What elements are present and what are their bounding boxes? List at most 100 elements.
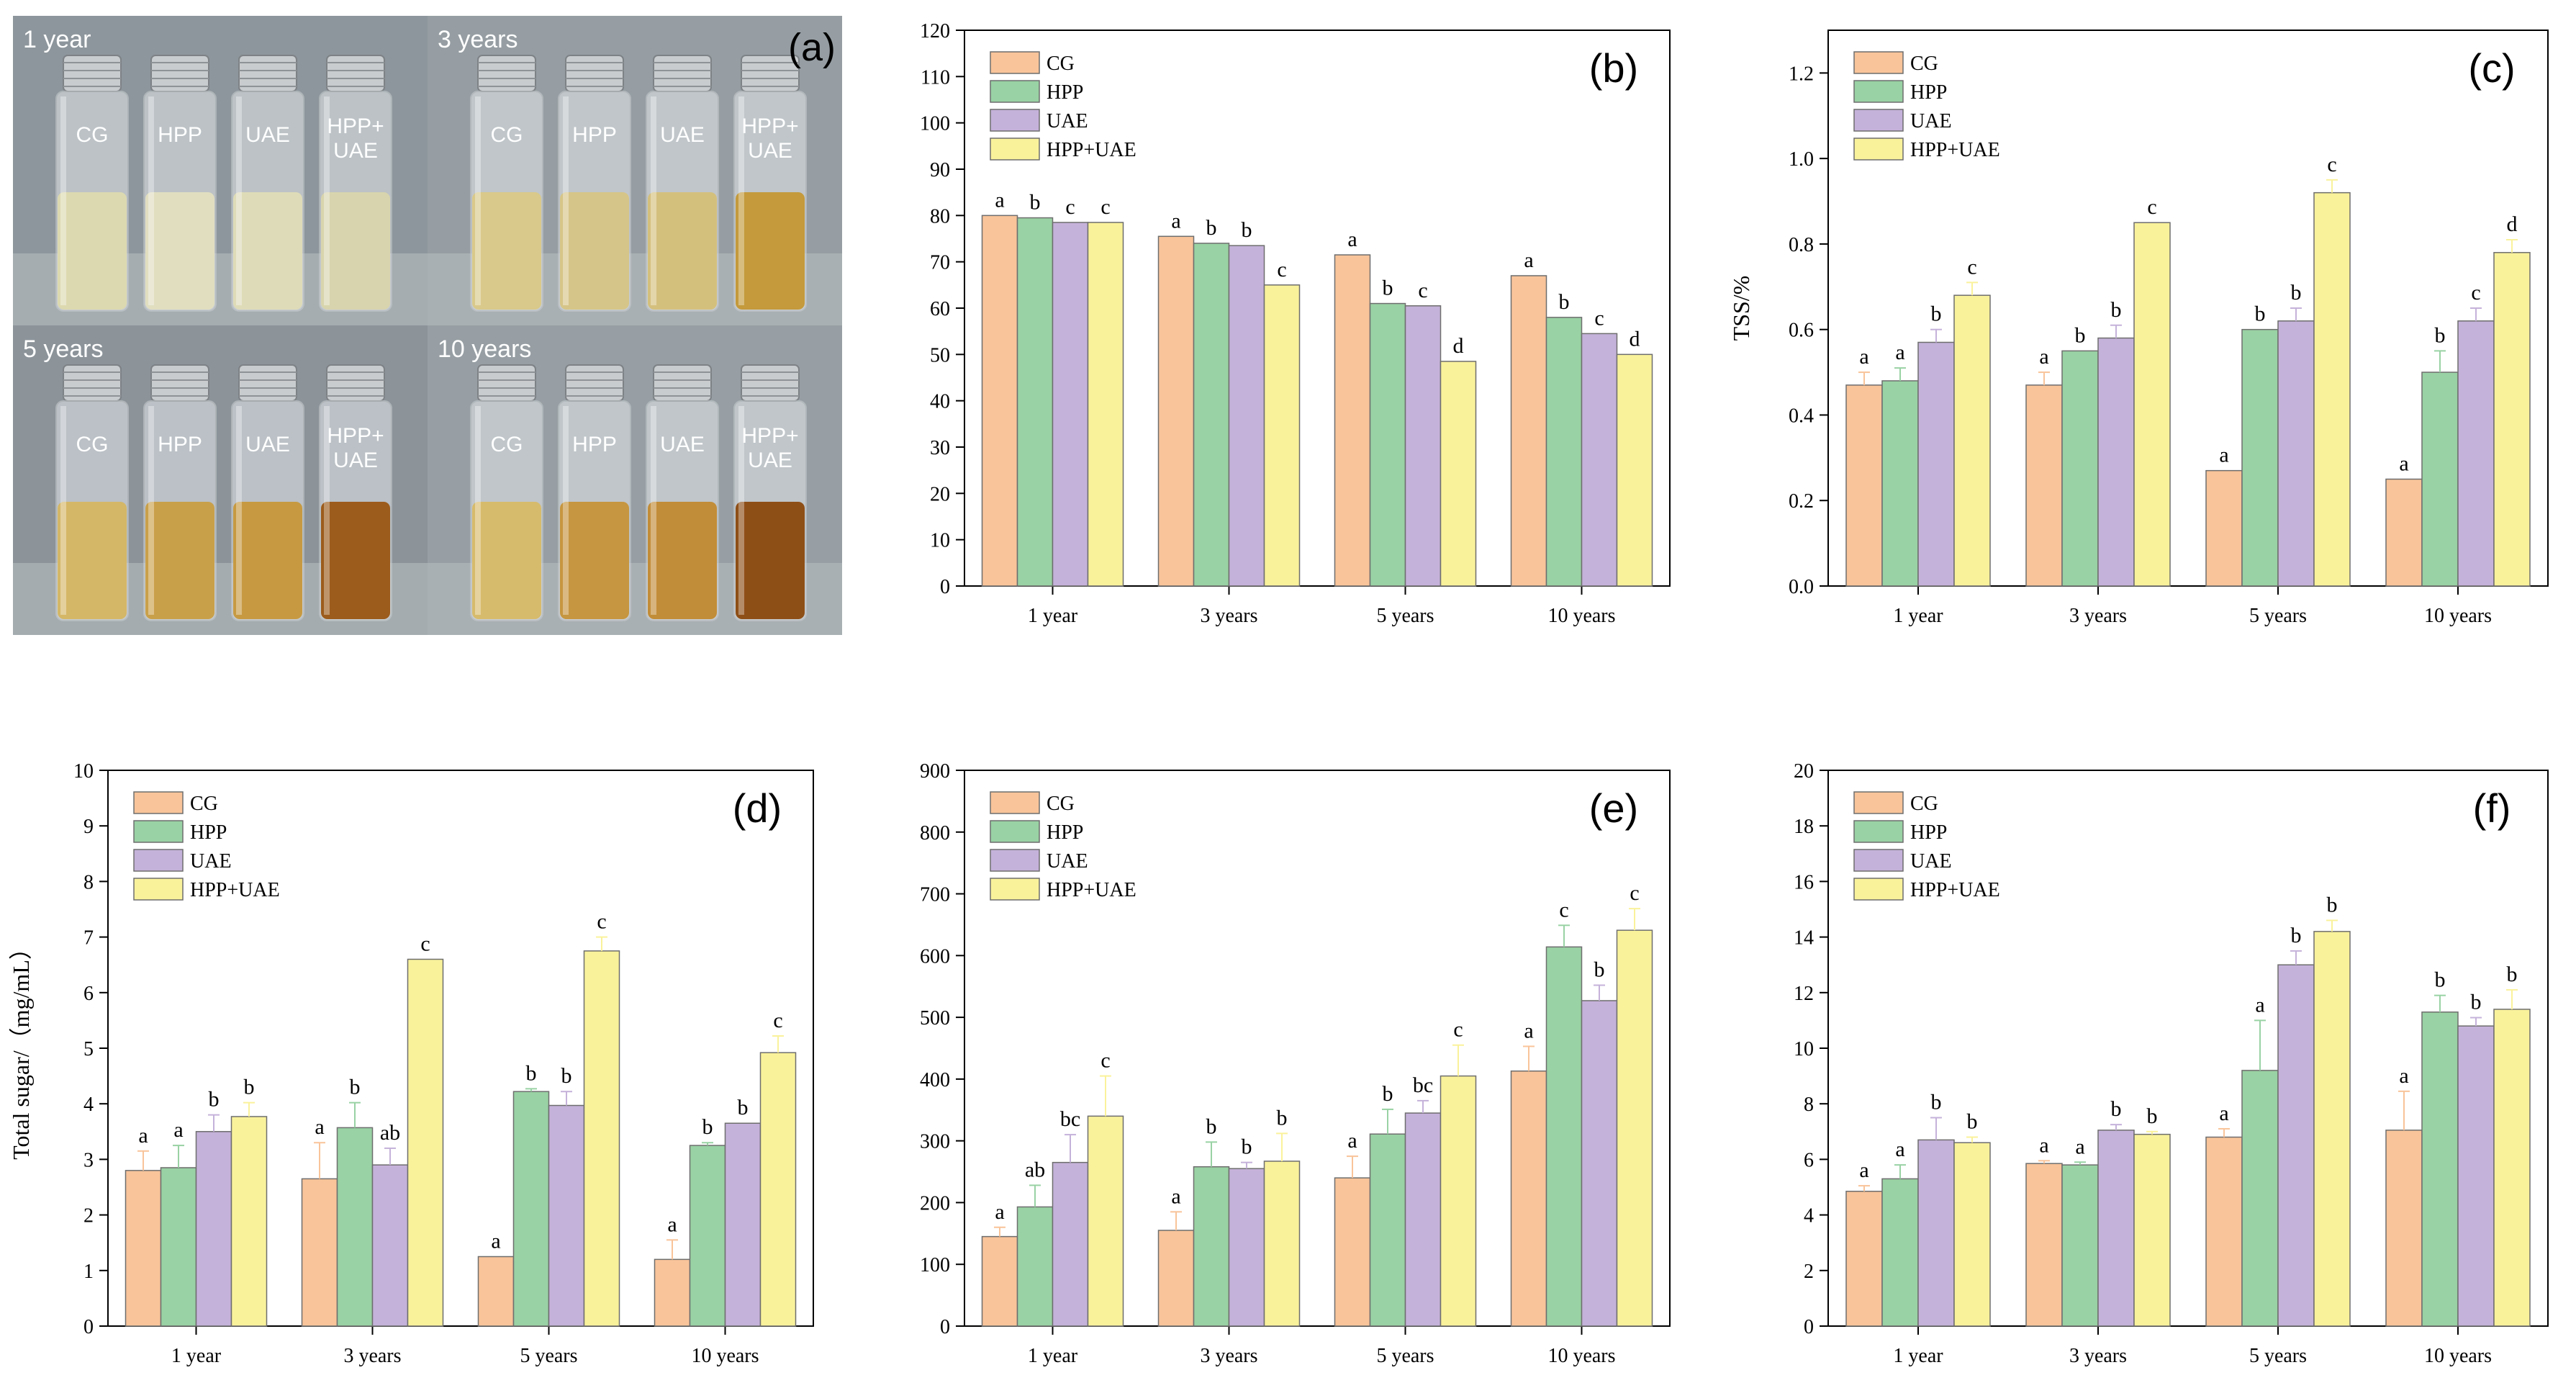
y-tick-label: 100 [920, 1254, 950, 1276]
y-tick-label: 3 [83, 1149, 94, 1171]
bar-hpp-uae [1087, 1115, 1124, 1327]
bar-cg [1334, 254, 1371, 587]
panel-letter-a: (a) [788, 26, 836, 69]
vial-liquid [472, 192, 541, 310]
significance-label: a [2039, 345, 2048, 369]
y-tick-label: 0.2 [1789, 490, 1814, 513]
legend-swatch [990, 109, 1040, 132]
significance-label: c [1453, 1018, 1463, 1042]
bar-uae [1917, 1139, 1955, 1327]
significance-label: a [2219, 443, 2228, 467]
plot-frame [1827, 30, 2549, 587]
y-tick-label: 30 [930, 437, 950, 459]
significance-label: b [209, 1088, 220, 1112]
bar-hpp-uae [1263, 1161, 1301, 1327]
significance-label: d [1453, 334, 1464, 358]
vial-label: UAE [245, 433, 290, 456]
bar-hpp [2421, 1011, 2459, 1327]
legend-label: HPP [1047, 821, 1083, 844]
y-tick-label: 18 [1794, 816, 1814, 838]
bar-cg [1510, 1070, 1547, 1327]
vial: HPP+UAE [733, 364, 807, 621]
significance-label: b [350, 1076, 361, 1099]
chart-f: 0 2 4 6 8 10 12 14 16 18 20 1 year a a b b 3 years a a b b 5 … [1794, 760, 2549, 1367]
significance-label: a [1895, 341, 1904, 364]
vial-liquid [560, 192, 629, 310]
significance-label: b [1383, 276, 1393, 300]
significance-label: c [1967, 255, 1976, 279]
bar-hpp [1193, 1166, 1230, 1327]
bar-hpp-uae [2133, 222, 2171, 587]
x-tick-label: 10 years [1547, 1345, 1615, 1367]
x-tick-label: 3 years [343, 1345, 401, 1367]
significance-label: b [1030, 191, 1041, 215]
bar-uae [1228, 245, 1265, 587]
vial-label: CG [76, 123, 109, 147]
significance-label: c [1277, 258, 1286, 281]
y-tick-label: 16 [1794, 871, 1814, 893]
legend-label: HPP+UAE [1910, 139, 2000, 161]
significance-label: a [1895, 1137, 1904, 1161]
legend-label: CG [1047, 53, 1075, 75]
photo-group-title: 10 years [438, 335, 531, 363]
y-tick-label: 20 [930, 483, 950, 505]
significance-label: b [1206, 1114, 1217, 1138]
significance-label: b [2471, 991, 2482, 1014]
bar-cg [2025, 384, 2063, 587]
y-tick-label: 110 [921, 66, 950, 89]
bar-cg [2025, 1163, 2063, 1327]
significance-label: b [2435, 968, 2446, 992]
x-tick-label: 1 year [171, 1345, 222, 1367]
bar-hpp [1016, 217, 1054, 587]
legend-swatch [1853, 138, 1904, 161]
legend-swatch [990, 80, 1040, 103]
significance-label: b [526, 1061, 537, 1085]
bar-cg [2205, 469, 2243, 587]
significance-label: b [2327, 893, 2338, 916]
panel-letter-e: (e) [1589, 785, 1638, 831]
significance-label: a [2399, 452, 2408, 476]
legend-swatch [133, 820, 184, 843]
photo-group-title: 1 year [23, 26, 91, 53]
y-tick-label: 80 [930, 205, 950, 227]
vial: HPP [558, 364, 631, 621]
vial-liquid [58, 502, 127, 619]
y-tick-label: 1.2 [1789, 63, 1814, 85]
legend-label: HPP+UAE [1047, 139, 1136, 161]
vial-highlight [475, 406, 481, 615]
vial: HPP+UAE [319, 55, 392, 312]
legend-swatch [1853, 849, 1904, 872]
vial-highlight [60, 96, 66, 305]
vial-liquid [58, 192, 127, 310]
vial-label: CG [491, 433, 523, 456]
significance-label: b [1206, 216, 1217, 240]
bar-hpp-uae [1440, 361, 1477, 587]
x-tick-label: 1 year [1893, 1345, 1943, 1367]
bar-cg [2385, 1130, 2423, 1327]
significance-label: b [702, 1115, 713, 1139]
vial-highlight [651, 406, 656, 615]
vial-highlight [475, 96, 481, 305]
bar-hpp-uae [407, 958, 444, 1327]
significance-label: b [2291, 281, 2302, 305]
legend-label: UAE [1910, 850, 1952, 873]
bar-cg [125, 1170, 162, 1327]
x-tick-label: 10 years [2424, 605, 2492, 627]
y-tick-label: 0 [83, 1316, 94, 1338]
significance-label: b [1559, 290, 1570, 314]
bar-uae [2277, 320, 2315, 587]
bar-cg [2205, 1136, 2243, 1327]
x-tick-label: 10 years [1547, 605, 1615, 627]
y-tick-label: 60 [930, 298, 950, 320]
vial: HPP [558, 55, 631, 312]
legend-label: UAE [1047, 850, 1088, 873]
bar-uae [1052, 222, 1089, 587]
y-tick-label: 200 [920, 1192, 950, 1214]
x-tick-label: 10 years [2424, 1345, 2492, 1367]
bar-uae [2277, 964, 2315, 1327]
bar-uae [1052, 1161, 1089, 1327]
y-tick-label: 20 [1794, 760, 1814, 783]
